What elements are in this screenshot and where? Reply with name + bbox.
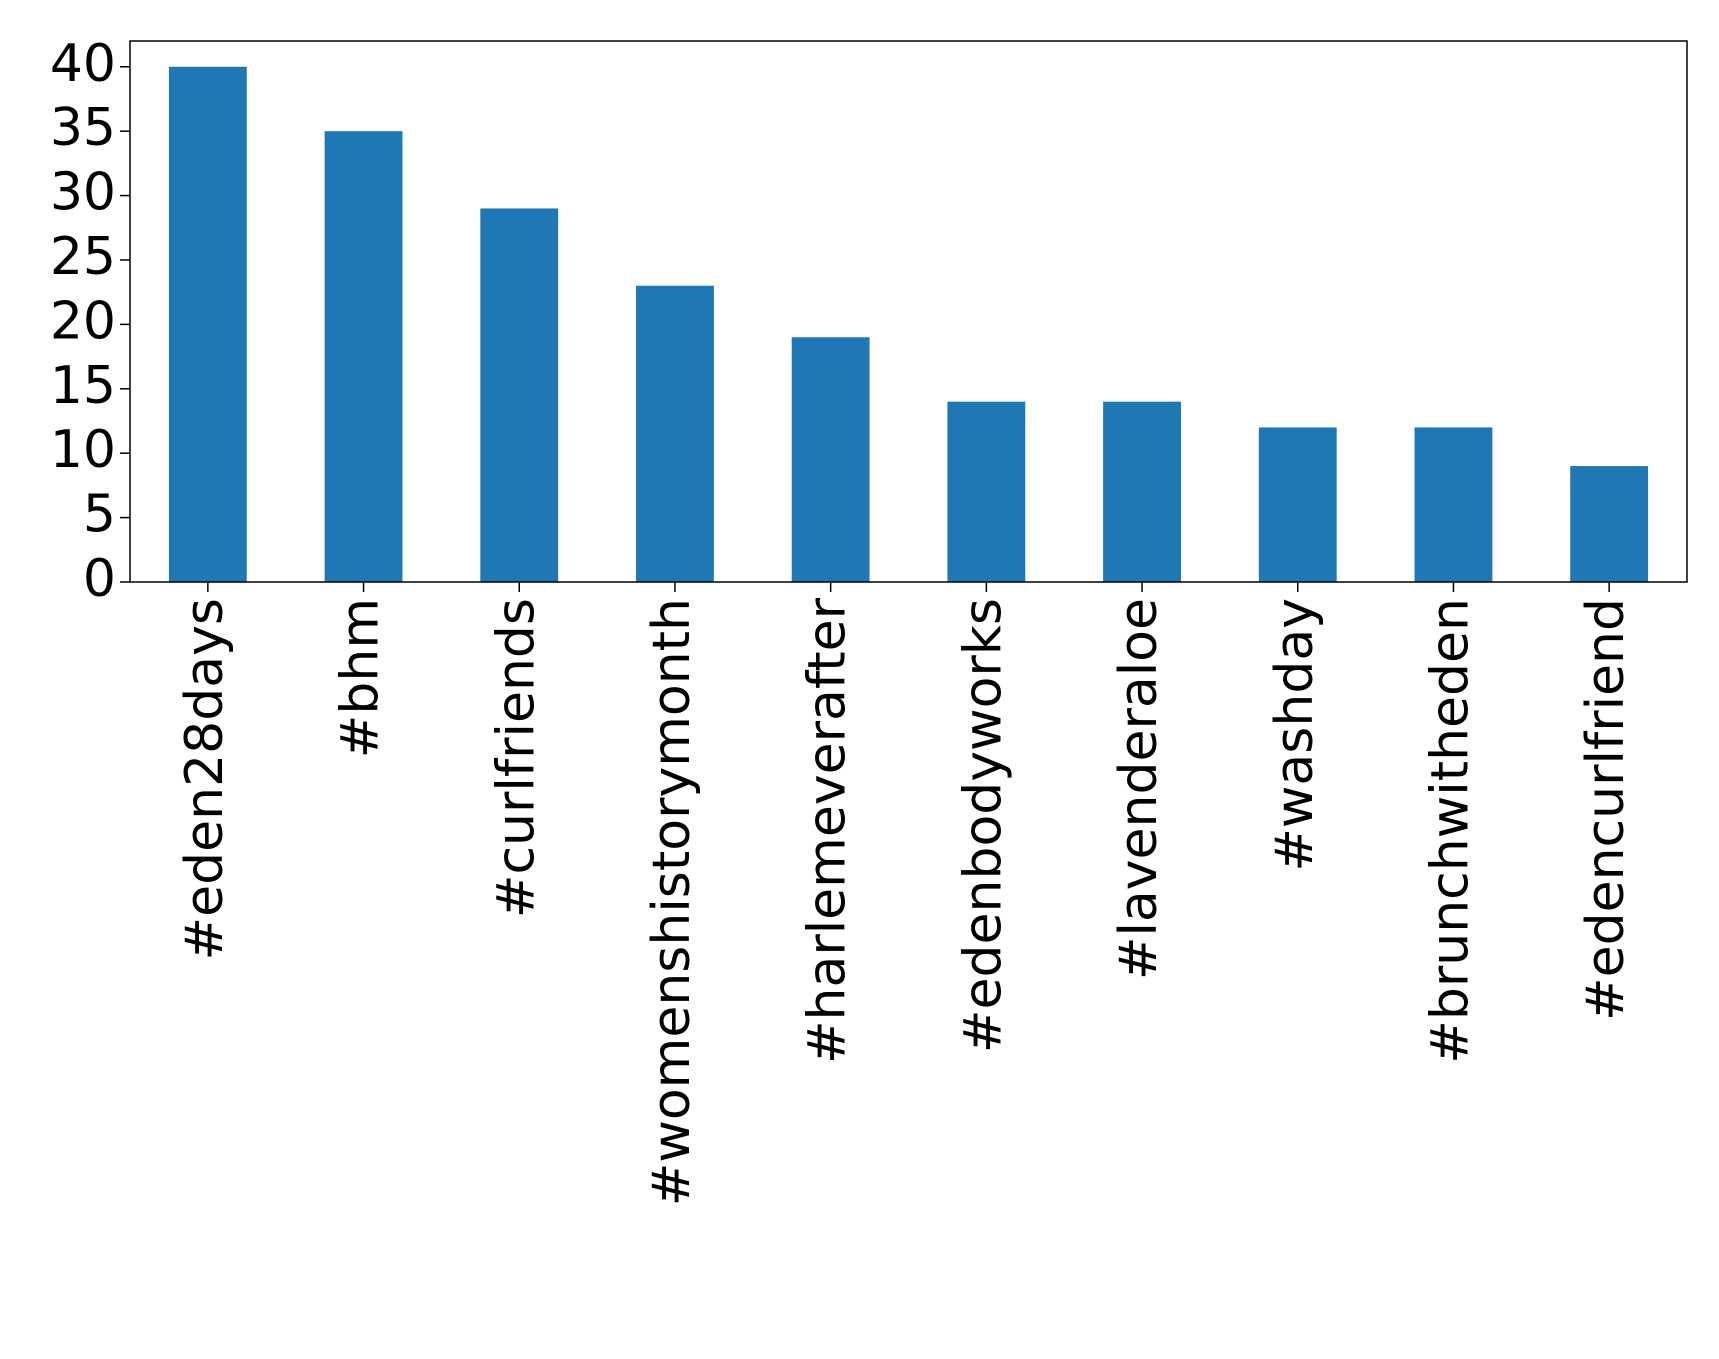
x-tick-label: #edencurlfriend xyxy=(1576,598,1636,1021)
y-tick-label: 0 xyxy=(83,549,116,609)
plot-frame xyxy=(129,40,1688,583)
bar xyxy=(168,66,247,582)
y-tick-label: 40 xyxy=(50,34,116,94)
x-tick-label: #washday xyxy=(1265,598,1325,872)
x-tick-label: #edenbodyworks xyxy=(953,598,1013,1053)
y-tick-label: 20 xyxy=(50,291,116,351)
bar xyxy=(947,401,1026,582)
bar xyxy=(791,337,870,582)
bar xyxy=(1258,427,1337,582)
bar xyxy=(324,131,403,582)
x-tick-label: #womenshistorymonth xyxy=(642,598,702,1206)
bar xyxy=(1570,466,1649,582)
y-tick-label: 15 xyxy=(50,356,116,416)
y-tick-label: 10 xyxy=(50,420,116,480)
y-tick-label: 25 xyxy=(50,227,116,287)
x-tick-label: #curlfriends xyxy=(486,598,546,918)
x-tick-label: #lavenderaloe xyxy=(1109,598,1169,980)
y-tick-label: 5 xyxy=(83,485,116,545)
x-tick-label: #harlemeverafter xyxy=(798,597,858,1064)
bar xyxy=(636,285,714,582)
x-tick-label: #bhm xyxy=(331,598,391,758)
x-tick-label: #brunchwitheden xyxy=(1420,598,1480,1064)
y-tick-label: 35 xyxy=(50,98,116,158)
bar xyxy=(480,208,559,582)
bar xyxy=(1103,401,1181,582)
y-tick-label: 30 xyxy=(50,163,116,223)
x-tick-label: #eden28days xyxy=(175,598,235,960)
bar xyxy=(1414,427,1493,582)
